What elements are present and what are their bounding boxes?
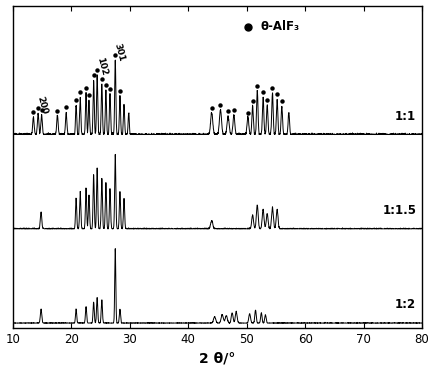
Text: 1:1: 1:1: [394, 110, 415, 123]
X-axis label: 2 θ/°: 2 θ/°: [199, 351, 235, 365]
Text: θ-AlF₃: θ-AlF₃: [260, 20, 299, 33]
Text: 1:2: 1:2: [394, 298, 415, 311]
Text: 102: 102: [95, 56, 108, 77]
Text: 200: 200: [36, 95, 49, 115]
Text: 301: 301: [112, 42, 126, 62]
Text: 1:1.5: 1:1.5: [381, 204, 415, 217]
